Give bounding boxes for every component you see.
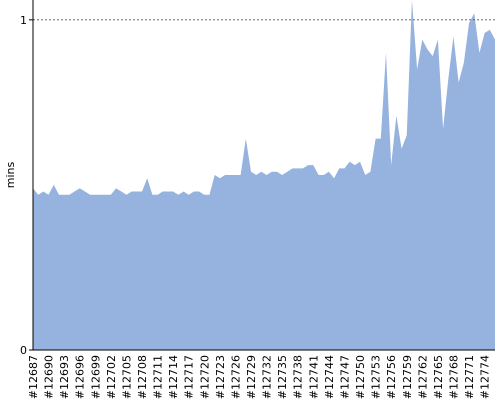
- x-tick-label: #12774: [479, 355, 492, 399]
- x-tick-label: #12711: [152, 355, 165, 399]
- x-tick-label: #12732: [261, 355, 274, 399]
- x-tick-label: #12747: [338, 355, 351, 399]
- x-tick-label: #12693: [58, 355, 71, 399]
- x-tick-label: #12705: [120, 355, 133, 399]
- x-tick-label: #12723: [214, 355, 227, 399]
- y-axis-label: mins: [4, 161, 17, 188]
- x-tick-label: #12771: [463, 355, 476, 399]
- x-tick-label: #12699: [89, 355, 102, 399]
- x-tick-label: #12696: [74, 355, 87, 399]
- x-tick-label: #12702: [105, 355, 118, 399]
- x-tick-label: #12741: [307, 355, 320, 399]
- x-tick-label: #12762: [416, 355, 429, 399]
- x-tick-label: #12765: [432, 355, 445, 399]
- x-tick-label: #12687: [27, 355, 40, 399]
- x-tick-label: #12735: [276, 355, 289, 399]
- x-tick-label: #12729: [245, 355, 258, 399]
- y-tick-label: 0: [20, 344, 27, 357]
- x-tick-label: #12768: [447, 355, 460, 399]
- x-tick-label: #12753: [370, 355, 383, 399]
- x-tick-label: #12738: [292, 355, 305, 399]
- x-tick-label: #12708: [136, 355, 149, 399]
- x-tick-label: #12720: [198, 355, 211, 399]
- x-tick-label: #12759: [401, 355, 414, 399]
- x-tick-label: #12744: [323, 355, 336, 399]
- x-tick-label: #12756: [385, 355, 398, 399]
- y-tick-label: 1: [20, 14, 27, 27]
- x-tick-label: #12717: [183, 355, 196, 399]
- x-tick-label: #12750: [354, 355, 367, 399]
- x-tick-label: #12714: [167, 355, 180, 399]
- x-tick-label: #12726: [229, 355, 242, 399]
- x-tick-label: #12690: [43, 355, 56, 399]
- area: [33, 0, 495, 350]
